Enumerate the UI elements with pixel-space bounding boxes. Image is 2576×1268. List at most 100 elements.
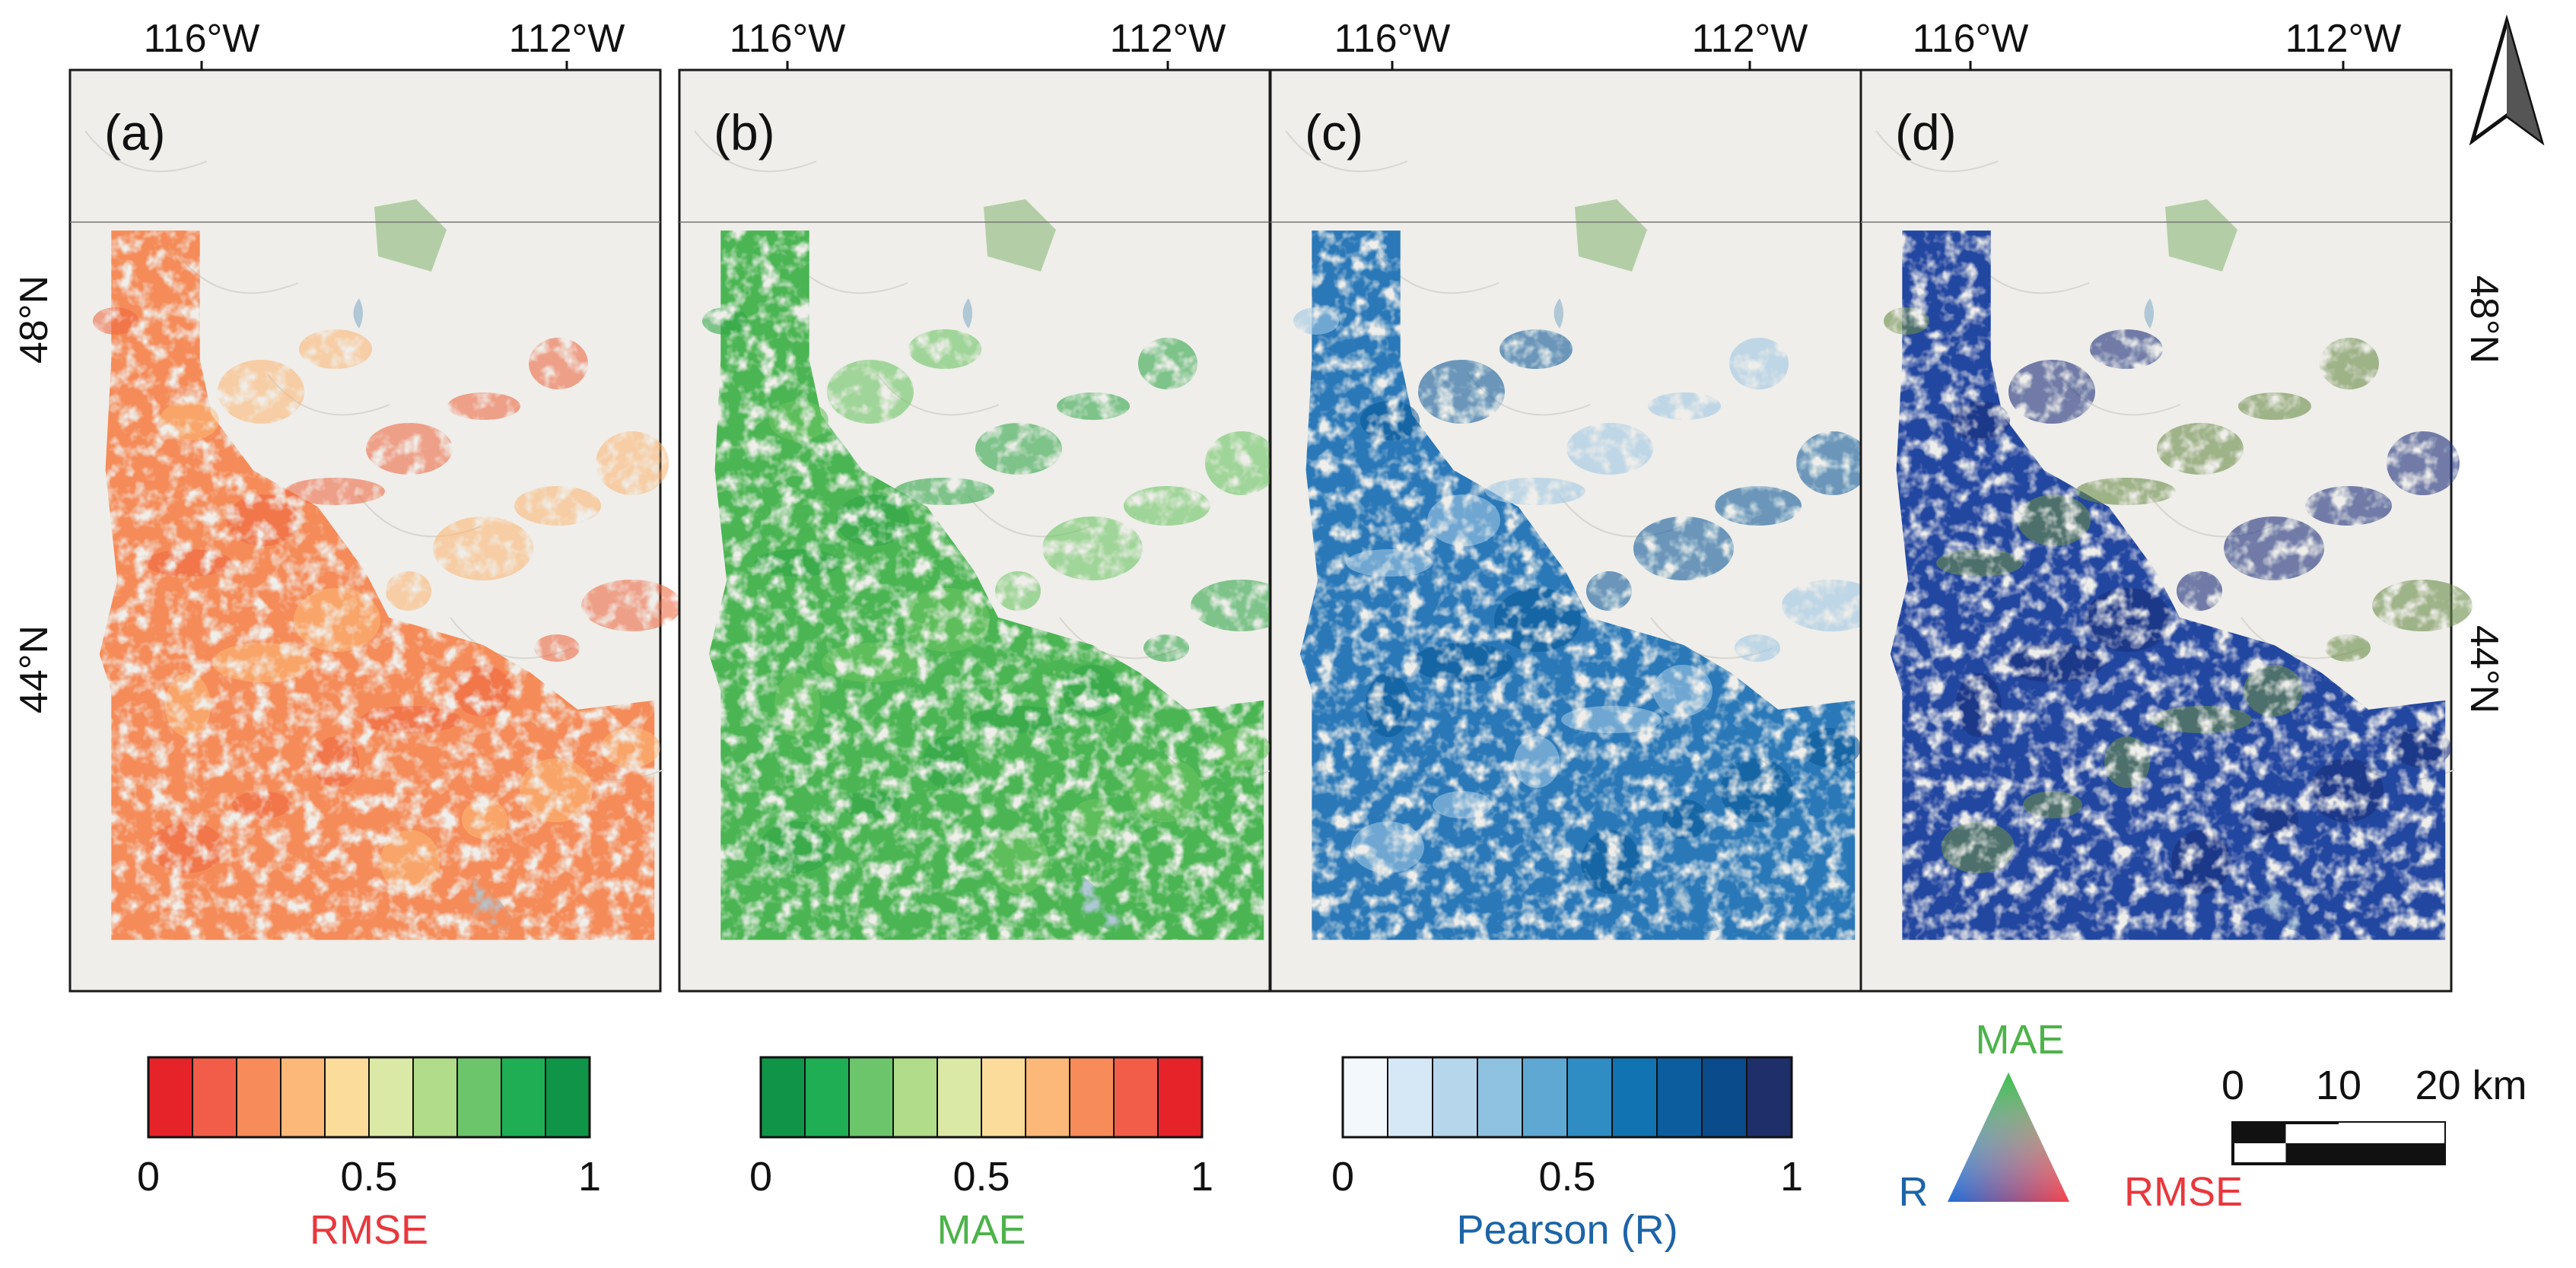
raster-patch — [227, 494, 300, 546]
triangle-label-top: MAE — [1975, 1017, 2064, 1063]
park-area — [1575, 199, 1647, 272]
raster-patch — [1124, 486, 1210, 526]
legend-tick-label: 0.5 — [952, 1154, 1010, 1200]
raster-patch — [2238, 392, 2311, 420]
raster-patch — [2244, 665, 2303, 717]
legend-swatch — [324, 1057, 370, 1138]
raster-patch — [841, 791, 901, 818]
raster-patch — [232, 791, 291, 818]
state-raster — [99, 230, 655, 940]
legend-swatch — [1656, 1057, 1703, 1138]
raster-patch — [2104, 736, 2150, 788]
raster-patch — [1802, 728, 1861, 767]
longitude-label: 116°W — [144, 17, 260, 61]
raster-patch — [1191, 580, 1291, 631]
raster-patch — [380, 830, 440, 894]
raster-patch — [1782, 580, 1882, 631]
park-area — [2165, 199, 2237, 272]
raster-patch — [294, 588, 380, 652]
raster-patch — [1071, 799, 1117, 839]
raster-patch — [1485, 478, 1585, 505]
north-arrow-fill — [2507, 21, 2541, 141]
park-area — [374, 199, 447, 272]
triangle-label-left: R — [1899, 1169, 1929, 1215]
raster-patch — [970, 706, 1070, 733]
raster-patch — [1205, 431, 1278, 495]
raster-patch — [285, 478, 385, 505]
raster-patch — [827, 360, 914, 424]
legend-swatch — [1701, 1057, 1748, 1138]
raster-patch — [990, 830, 1049, 894]
raster-patch — [2008, 360, 2095, 424]
raster-patch — [822, 643, 922, 682]
scale-bar: 0 10 20 km — [2221, 1063, 2527, 1165]
raster-patch — [447, 392, 520, 420]
legend-swatch — [1342, 1057, 1388, 1138]
raster-patch — [1715, 486, 1802, 526]
lake — [353, 298, 363, 329]
latitude-label: 44°N — [2462, 625, 2506, 713]
raster-patch — [1042, 516, 1143, 580]
legend-swatch — [368, 1057, 414, 1138]
legend-tick-label: 0 — [749, 1154, 772, 1200]
raster-patch — [1514, 736, 1560, 788]
raster-layer — [93, 230, 682, 940]
raster-patch — [1942, 821, 2015, 873]
raster-patch — [1796, 431, 1869, 495]
raster-patch — [1956, 673, 2002, 737]
raster-patch — [93, 307, 138, 335]
raster-patch — [2157, 423, 2244, 475]
raster-patch — [1586, 571, 1632, 611]
legend-swatch — [981, 1057, 1026, 1138]
raster-patch — [1648, 392, 1721, 420]
raster-patch — [581, 580, 682, 631]
raster-patch — [2075, 478, 2176, 505]
raster-patch — [514, 486, 601, 526]
raster-patch — [2387, 431, 2460, 495]
raster-patch — [1653, 665, 1713, 717]
raster-patch — [769, 401, 828, 440]
scale-tick-label: 10 — [2316, 1063, 2361, 1108]
longitude-label: 112°W — [1692, 17, 1808, 61]
raster-layer — [702, 230, 1291, 940]
legend-swatch — [1025, 1057, 1070, 1138]
raster-patch — [2023, 791, 2082, 818]
raster-patch — [165, 673, 211, 737]
raster-patch — [1735, 634, 1780, 662]
raster-patch — [2392, 728, 2451, 767]
raster-patch — [160, 401, 219, 440]
scale-block — [2233, 1123, 2286, 1143]
raster-patch — [2085, 588, 2171, 652]
raster-patch — [534, 634, 580, 662]
rmse-legend: 0 0.5 1 RMSE — [137, 1056, 601, 1253]
legend-swatch — [501, 1057, 546, 1138]
raster-patch — [2305, 486, 2392, 526]
raster-patch — [903, 588, 990, 652]
raster-patch — [995, 571, 1041, 611]
raster-patch — [386, 571, 431, 611]
raster-patch — [462, 799, 507, 839]
raster-patch — [299, 329, 372, 369]
raster-patch — [1366, 673, 1411, 737]
legend-title: MAE — [937, 1207, 1026, 1253]
raster-patch — [1413, 643, 1513, 682]
raster-patch — [1138, 338, 1197, 389]
raster-layer — [1293, 230, 1882, 940]
scale-tick-label: 0 — [2221, 1063, 2244, 1108]
legend-swatch — [192, 1057, 237, 1138]
latitude-label: 44°N — [12, 625, 56, 713]
scale-block — [2285, 1143, 2339, 1164]
raster-patch — [2372, 580, 2473, 631]
longitude-label: 112°W — [509, 17, 625, 61]
lake — [962, 298, 972, 329]
raster-patch — [520, 758, 593, 822]
longitude-label: 116°W — [1334, 17, 1451, 61]
triangle-label-right: RMSE — [2124, 1169, 2243, 1215]
legend-swatch — [937, 1057, 982, 1138]
longitude-label: 112°W — [1110, 17, 1226, 61]
legend-swatch — [456, 1057, 502, 1138]
legend-swatch — [1522, 1057, 1568, 1138]
scale-block — [2339, 1123, 2444, 1143]
panel-label: (b) — [714, 104, 775, 160]
legend-tick-label: 0 — [137, 1154, 160, 1200]
